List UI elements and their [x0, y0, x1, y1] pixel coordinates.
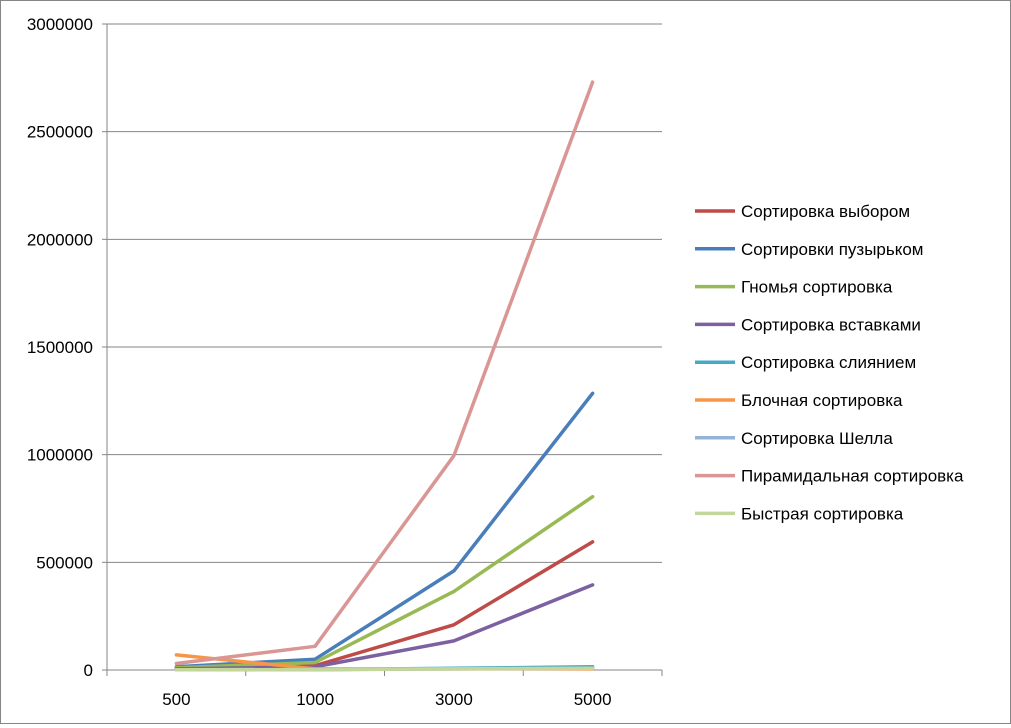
y-tick-label: 3000000: [27, 15, 93, 34]
y-tick-label: 1500000: [27, 338, 93, 357]
y-tick-label: 0: [84, 661, 93, 680]
legend-label: Блочная сортировка: [741, 391, 903, 410]
y-tick-label: 1000000: [27, 446, 93, 465]
series-line: [174, 666, 595, 672]
series-line: [174, 80, 595, 666]
x-tick-labels: 500 1000 3000 5000: [162, 690, 611, 709]
legend-label: Сортировка слиянием: [741, 353, 916, 372]
legend-label: Сортировка вставками: [741, 315, 921, 334]
legend-label: Сортировка Шелла: [741, 429, 893, 448]
x-tick-label: 5000: [574, 690, 612, 709]
gridlines: [107, 23, 662, 563]
x-tick-label: 1000: [296, 690, 334, 709]
y-tick-label: 2000000: [27, 230, 93, 249]
series-lines: [174, 80, 595, 672]
legend: Сортировка выбором Сортировки пузырьком Гн…: [695, 202, 964, 523]
x-tick-label: 500: [162, 690, 190, 709]
legend-label: Пирамидальная сортировка: [741, 467, 964, 486]
series-line: [174, 494, 595, 670]
x-tick-label: 3000: [435, 690, 473, 709]
y-tick-labels: 0 500000 1000000 1500000 2000000 2500000 30000…: [27, 15, 93, 680]
legend-label: Сортировки пузырьком: [741, 240, 924, 259]
legend-label: Быстрая сортировка: [741, 504, 904, 523]
series-line: [174, 540, 595, 671]
y-tick-label: 2500000: [27, 123, 93, 142]
series-line: [174, 583, 595, 671]
legend-label: Сортировка выбором: [741, 202, 910, 221]
y-tick-label: 500000: [36, 553, 93, 572]
legend-label: Гномья сортировка: [741, 278, 893, 297]
